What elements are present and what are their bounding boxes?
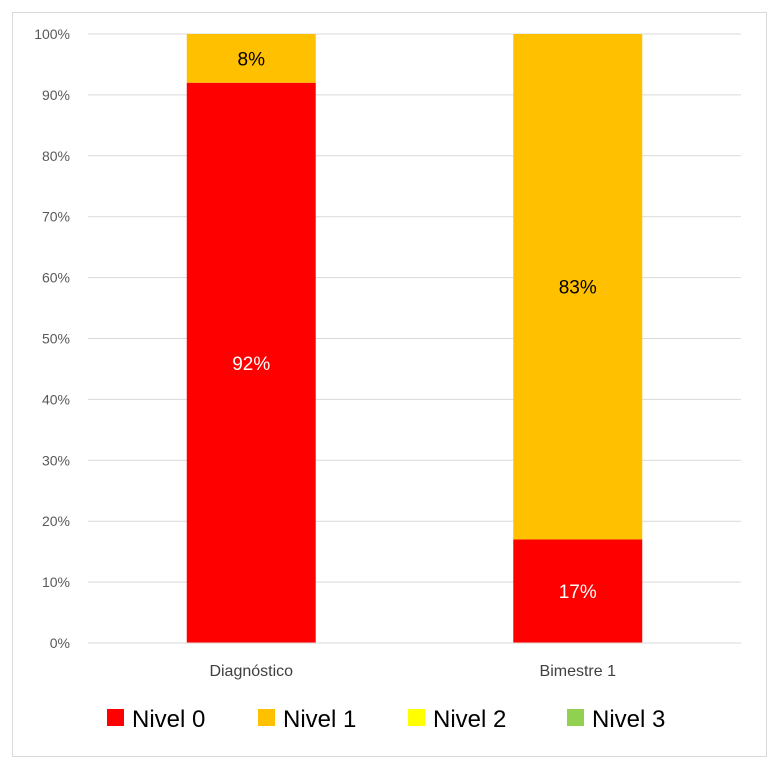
data-labels: 92% 8% 17% 83%: [232, 49, 597, 603]
legend-label: Nivel 1: [283, 706, 356, 733]
y-tick-label: 30%: [42, 452, 70, 468]
y-tick-label: 100%: [34, 26, 70, 42]
data-label: 17%: [559, 582, 597, 603]
y-tick-label: 50%: [42, 331, 70, 347]
legend-swatch: [408, 709, 425, 726]
legend-label: Nivel 0: [132, 706, 205, 733]
y-tick-label: 0%: [50, 635, 70, 651]
bar-segment: [513, 539, 643, 643]
x-category-label: Bimestre 1: [540, 663, 617, 680]
gridlines: [88, 33, 741, 644]
y-tick-label: 20%: [42, 513, 70, 529]
legend-label: Nivel 2: [433, 706, 506, 733]
bar-segment: [513, 34, 643, 540]
y-tick-label: 10%: [42, 574, 70, 590]
data-label: 92%: [232, 354, 270, 375]
legend-label: Nivel 3: [592, 706, 665, 733]
bar-segment: [186, 82, 316, 644]
legend-swatch: [258, 709, 275, 726]
bar-segment: [186, 34, 316, 83]
x-axis: Diagnóstico Bimestre 1: [88, 642, 741, 680]
data-label: 83%: [559, 278, 597, 299]
data-label: 8%: [238, 49, 266, 70]
legend: Nivel 0 Nivel 1 Nivel 2 Nivel 3: [107, 706, 665, 733]
x-category-label: Diagnóstico: [209, 663, 293, 680]
y-tick-label: 40%: [42, 391, 70, 407]
y-tick-label: 80%: [42, 148, 70, 164]
bars: [186, 34, 643, 644]
y-tick-label: 60%: [42, 270, 70, 286]
y-tick-label: 90%: [42, 87, 70, 103]
legend-swatch: [567, 709, 584, 726]
legend-swatch: [107, 709, 124, 726]
y-axis: 0% 10% 20% 30% 40% 50% 60% 70% 80% 90% 100%: [34, 26, 70, 651]
y-tick-label: 70%: [42, 209, 70, 225]
